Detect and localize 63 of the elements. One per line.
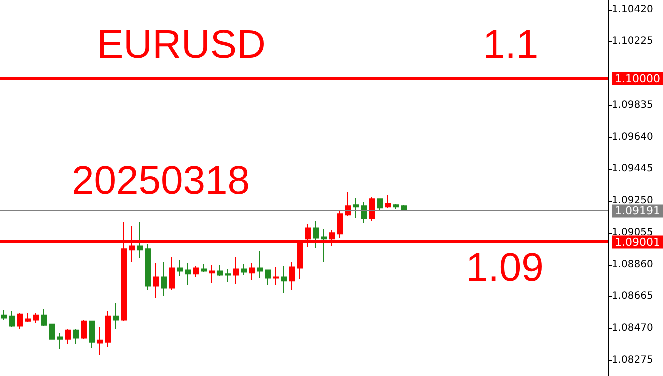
candlestick [113,302,119,330]
candlestick [385,194,391,209]
y-tick-label: 1.09835 [612,100,654,111]
y-tick-label: 1.09250 [612,196,654,207]
candlestick [153,262,159,299]
candlestick [57,332,63,350]
candlestick [105,310,111,348]
candlestick [361,202,367,224]
candlestick [217,264,223,277]
candlestick [337,210,343,239]
candlestick [265,270,271,286]
candlestick [17,312,23,330]
candlestick [137,222,143,259]
ref-line-label: 1.09191 [615,204,660,218]
annotation: 1.09 [466,246,544,290]
candlestick [241,264,247,276]
y-tick-label: 1.09445 [612,164,654,175]
candlestick [313,220,319,249]
annotation: 20250318 [72,159,250,203]
candlestick [209,264,215,284]
candlestick [49,324,55,340]
candlestick [393,204,399,210]
y-tick-label: 1.09055 [612,227,654,238]
y-tick-label: 1.08665 [612,291,654,302]
candlestick [9,310,15,328]
candlestick [97,326,103,356]
candlestick [89,320,95,349]
candlestick [377,198,383,212]
candlestick [281,266,287,294]
candlestick [1,310,7,321]
y-tick-label: 1.08470 [612,323,654,334]
candlestick [249,262,255,281]
y-tick-label: 1.08275 [612,354,654,366]
y-tick-label: 1.09640 [612,132,654,143]
ref-line-label: 1.09001 [615,236,660,249]
candlestick [25,312,31,323]
candlestick [369,196,375,222]
candlestick [185,262,191,286]
annotation: EURUSD [97,23,266,67]
y-tick-label: 1.10420 [612,4,654,16]
candlestick [353,198,359,219]
candlestick [233,256,239,285]
candlestick [257,250,263,279]
y-tick-label: 1.10225 [612,36,654,48]
candlestick [345,192,351,217]
candlestick [41,308,47,327]
candlestick [193,266,199,278]
candlestick [201,264,207,273]
candlestick [321,228,327,263]
candlestick [273,266,279,286]
candlestick [161,262,167,297]
candlestick [65,328,71,345]
candlestick [177,260,183,277]
y-tick-label: 1.08860 [612,259,654,270]
candlestick [289,262,295,291]
candlestick [81,320,87,340]
candlestick [169,256,175,291]
annotation: 1.1 [483,23,539,67]
candlestick [73,328,79,345]
candlestick [145,244,151,291]
ref-line-label: 1.10000 [615,72,660,86]
candlestick [33,312,39,324]
candlestick [225,268,231,283]
